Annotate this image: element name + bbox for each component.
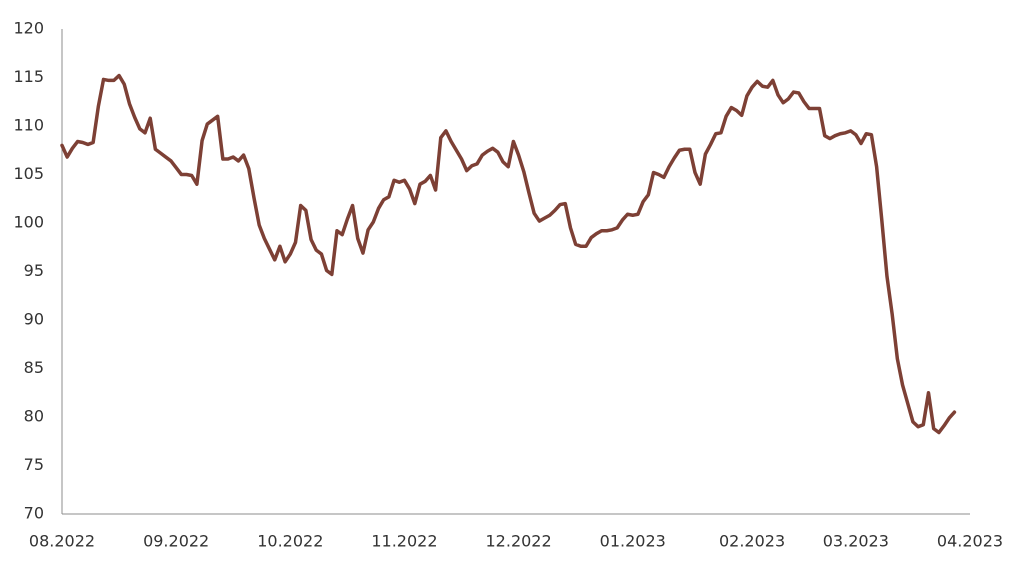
x-tick-label: 02.2023 [719, 532, 785, 551]
y-tick-label: 75 [24, 455, 44, 474]
x-tick-label: 04.2023 [937, 532, 1003, 551]
y-tick-label: 120 [13, 19, 44, 38]
y-tick-label: 85 [24, 358, 44, 377]
y-tick-label: 110 [13, 116, 44, 135]
y-tick-label: 105 [13, 164, 44, 183]
y-tick-label: 80 [24, 407, 44, 426]
y-tick-label: 115 [13, 67, 44, 86]
y-tick-label: 90 [24, 310, 44, 329]
y-tick-label: 100 [13, 213, 44, 232]
x-tick-label: 11.2022 [371, 532, 437, 551]
x-tick-label: 12.2022 [486, 532, 552, 551]
y-tick-label: 95 [24, 261, 44, 280]
x-tick-label: 01.2023 [600, 532, 666, 551]
line [60, 73, 957, 435]
x-tick-label: 09.2022 [143, 532, 209, 551]
x-tick-label: 03.2023 [823, 532, 889, 551]
x-tick-label: 08.2022 [29, 532, 95, 551]
x-tick-label: 10.2022 [257, 532, 323, 551]
y-tick-label: 70 [24, 504, 44, 523]
